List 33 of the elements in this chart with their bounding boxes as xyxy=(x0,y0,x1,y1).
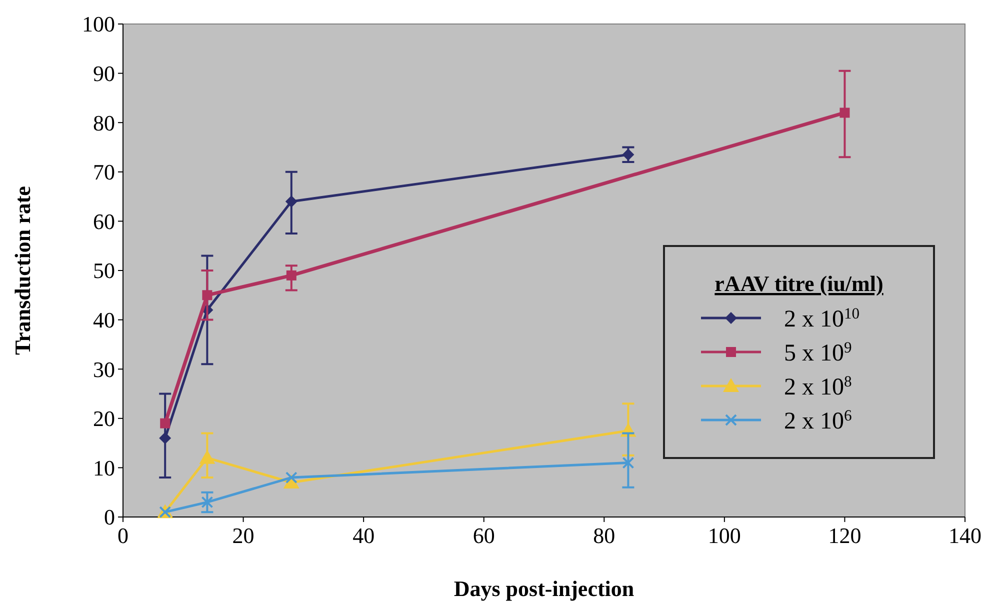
x-tick-label: 40 xyxy=(352,523,375,548)
point xyxy=(285,195,298,208)
x-axis-title: Days post-injection xyxy=(454,576,634,601)
point xyxy=(160,418,170,428)
y-tick-label: 90 xyxy=(93,61,115,86)
x-tick-label: 140 xyxy=(948,523,982,548)
legend-label: 2 x 10$^{10}$ xyxy=(784,304,860,332)
legend-label: 5 x 10$^{9}$ xyxy=(784,338,852,366)
legend-title: rAAV titre (iu/ml) xyxy=(714,271,884,296)
y-tick-label: 30 xyxy=(93,356,115,382)
y-tick-label: 70 xyxy=(93,160,115,185)
y-tick-label: 60 xyxy=(93,208,115,234)
point xyxy=(286,270,296,280)
x-tick-label: 100 xyxy=(708,523,741,548)
y-tick-label: 10 xyxy=(93,455,115,480)
legend-label: 2 x 10$^{8}$ xyxy=(784,372,852,400)
point xyxy=(622,456,634,469)
point xyxy=(202,290,212,300)
x-tick-label: 120 xyxy=(828,523,862,548)
y-tick-label: 0 xyxy=(104,504,115,530)
y-tick-label: 80 xyxy=(93,110,115,136)
y-tick-label: 40 xyxy=(93,308,115,332)
point xyxy=(840,108,850,118)
y-tick-label: 20 xyxy=(93,406,115,432)
point xyxy=(159,432,172,444)
y-tick-label: 100 xyxy=(82,12,115,37)
x-tick-label: 80 xyxy=(593,523,616,548)
y-tick-label: 50 xyxy=(93,258,115,284)
point xyxy=(199,450,216,464)
y-axis-title: Transduction rate xyxy=(10,186,35,355)
x-tick-label: 60 xyxy=(472,523,495,548)
x-tick-label: 20 xyxy=(232,523,254,548)
legend-label: 2 x 10$^{6}$ xyxy=(784,406,852,434)
